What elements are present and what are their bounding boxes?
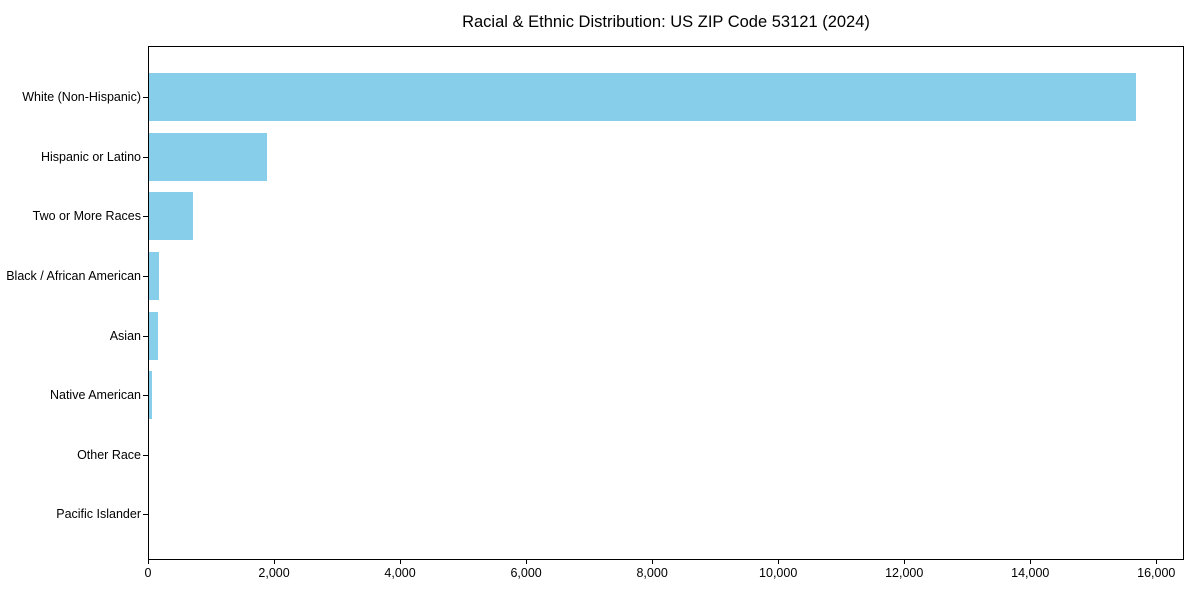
y-label-other-race: Other Race (77, 447, 141, 462)
x-tick-16000 (1156, 560, 1157, 564)
y-label-pacific-islander: Pacific Islander (56, 507, 141, 522)
x-tick-label-12000: 12,000 (885, 566, 924, 580)
x-tick-10000 (778, 560, 779, 564)
x-tick-label-4000: 4,000 (384, 566, 416, 580)
y-label-white-non-hispanic: White (Non-Hispanic) (22, 89, 141, 104)
x-tick-4000 (400, 560, 401, 564)
x-tick-6000 (526, 560, 527, 564)
y-tick-asian (143, 336, 148, 337)
y-tick-other-race (143, 455, 148, 456)
x-tick-label-6000: 6,000 (510, 566, 542, 580)
y-label-native-american: Native American (49, 387, 141, 402)
x-tick-label-16000: 16,000 (1137, 566, 1176, 580)
bar-black-african-american (149, 251, 159, 300)
chart-title: Racial & Ethnic Distribution: US ZIP Cod… (462, 13, 870, 31)
y-label-black-african-american: Black / African American (6, 268, 141, 283)
x-tick-label-8000: 8,000 (636, 566, 668, 580)
plot-area (148, 46, 1184, 560)
x-tick-12000 (904, 560, 905, 564)
y-label-asian: Asian (109, 328, 141, 343)
x-tick-2000 (274, 560, 275, 564)
y-label-two-or-more-races: Two or More Races (32, 209, 141, 224)
x-tick-label-2000: 2,000 (258, 566, 290, 580)
bar-native-american (149, 371, 152, 420)
x-tick-label-14000: 14,000 (1011, 566, 1050, 580)
bar-white-non-hispanic (149, 73, 1136, 121)
y-tick-native-american (143, 395, 148, 396)
x-tick-label-10000: 10,000 (759, 566, 798, 580)
bar-two-or-more-races (149, 192, 193, 241)
y-tick-black-african-american (143, 276, 148, 277)
y-tick-hispanic-or-latino (143, 157, 148, 158)
x-tick-0 (148, 560, 149, 564)
y-tick-two-or-more-races (143, 216, 148, 217)
bar-hispanic-or-latino (149, 132, 267, 181)
x-tick-label-0: 0 (144, 566, 152, 580)
bar-asian (149, 311, 158, 360)
x-tick-14000 (1030, 560, 1031, 564)
x-tick-8000 (652, 560, 653, 564)
y-label-hispanic-or-latino: Hispanic or Latino (40, 149, 141, 164)
y-tick-white-non-hispanic (143, 97, 148, 98)
y-tick-pacific-islander (143, 514, 148, 515)
